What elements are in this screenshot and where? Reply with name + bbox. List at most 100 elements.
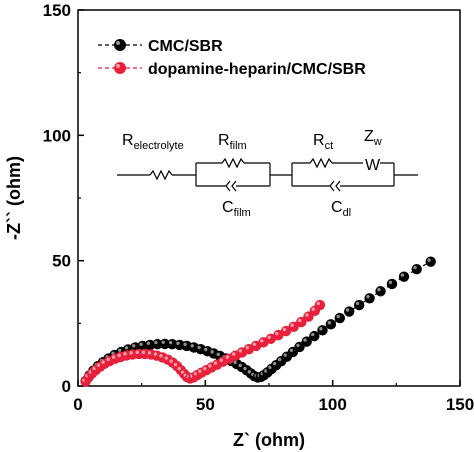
data-point-highlight — [336, 314, 340, 319]
data-point-highlight — [154, 340, 158, 345]
y-tick-label: 0 — [62, 377, 71, 396]
label-r-ct: Rct — [313, 132, 333, 152]
data-point-highlight — [197, 345, 201, 350]
data-point-highlight — [238, 349, 243, 353]
legend-marker-highlight-cmc-sbr — [116, 41, 120, 45]
data-point-highlight — [427, 258, 431, 262]
legend: CMC/SBR dopamine-heparin/CMC/SBR — [98, 38, 366, 78]
data-point-highlight — [183, 342, 187, 346]
data-point-highlight — [232, 352, 236, 356]
data-point-highlight — [159, 354, 163, 358]
y-tick-label: 100 — [43, 126, 71, 145]
data-point-highlight — [247, 370, 252, 374]
data-point-highlight — [233, 360, 237, 365]
cpe-film — [225, 180, 231, 192]
data-point-highlight — [260, 339, 264, 343]
data-point-highlight — [124, 346, 129, 350]
data-point-highlight — [319, 327, 323, 331]
data-point-highlight — [388, 280, 393, 285]
x-axis-title: Z` (ohm) — [233, 430, 305, 450]
data-point-highlight — [277, 357, 282, 362]
data-point-highlight — [225, 355, 230, 359]
data-point-highlight — [219, 358, 224, 362]
data-point-highlight — [377, 287, 381, 292]
data-point-highlight — [139, 342, 143, 346]
axis-ticks: 0 50 100 150 0 50 100 150 — [43, 1, 474, 414]
data-point-highlight — [311, 307, 315, 311]
data-point-highlight — [216, 352, 220, 357]
data-point-cmc-sbr — [364, 293, 375, 304]
data-point-cmc-sbr — [375, 286, 386, 297]
data-point-highlight — [176, 341, 180, 345]
y-tick-label: 150 — [43, 1, 71, 20]
legend-label-dopamine-heparin: dopamine-heparin/CMC/SBR — [148, 61, 366, 78]
data-point-highlight — [132, 344, 136, 348]
warburg-element-background — [363, 155, 380, 171]
resistor-film — [221, 157, 245, 169]
data-point-highlight — [290, 323, 294, 327]
data-point-highlight — [153, 352, 158, 356]
data-point-highlight — [268, 365, 272, 370]
equivalent-circuit — [117, 157, 418, 192]
data-point-highlight — [101, 360, 105, 364]
data-point-highlight — [123, 352, 127, 356]
data-point-highlight — [413, 265, 417, 270]
data-point-highlight — [168, 340, 173, 345]
data-point-highlight — [135, 350, 139, 355]
x-tick-label: 150 — [446, 395, 474, 414]
data-point-highlight — [267, 335, 271, 339]
data-point-cmc-sbr — [334, 312, 345, 324]
data-point-cmc-sbr — [398, 271, 410, 282]
data-point-highlight — [203, 366, 207, 371]
data-point-cmc-sbr — [353, 299, 365, 311]
data-point-highlight — [141, 350, 146, 355]
data-point-highlight — [190, 344, 194, 348]
data-point-cmc-sbr — [325, 319, 337, 330]
data-point-cmc-sbr — [344, 306, 355, 317]
data-point-highlight — [355, 301, 360, 306]
data-point-cmc-sbr — [386, 278, 398, 290]
warburg-symbol: W — [365, 157, 381, 174]
data-point-highlight — [238, 363, 242, 368]
data-point-highlight — [106, 357, 110, 362]
data-point-highlight — [311, 332, 315, 337]
data-point-highlight — [173, 362, 178, 367]
data-point-highlight — [129, 351, 133, 355]
data-point-highlight — [243, 366, 247, 371]
legend-label-cmc-sbr: CMC/SBR — [148, 38, 223, 55]
circuit-labels: Relectrolyte Rfilm Cfilm Rct Zw W Cdl — [122, 128, 382, 219]
data-point-highlight — [164, 356, 168, 360]
resistor-ct — [309, 157, 333, 169]
data-point-highlight — [117, 353, 121, 358]
data-point-highlight — [283, 353, 287, 357]
data-point-highlight — [298, 318, 302, 323]
data-point-highlight — [289, 348, 294, 353]
series-layer — [80, 256, 436, 387]
data-point-highlight — [275, 331, 279, 336]
data-point-highlight — [282, 327, 287, 332]
data-point-highlight — [210, 350, 214, 354]
data-point-highlight — [198, 369, 202, 373]
data-point-highlight — [327, 321, 331, 325]
data-point-highlight — [345, 308, 350, 312]
data-point-highlight — [147, 351, 152, 355]
data-point-highlight — [305, 313, 309, 317]
data-point-highlight — [303, 338, 307, 342]
data-point-highlight — [208, 364, 212, 368]
data-point-highlight — [400, 273, 405, 277]
cpe-dl — [329, 180, 335, 192]
label-c-dl: Cdl — [331, 199, 351, 219]
label-r-electrolyte: Relectrolyte — [122, 132, 184, 152]
label-r-film: Rfilm — [218, 132, 247, 152]
label-c-film: Cfilm — [222, 199, 251, 219]
data-point-highlight — [272, 361, 277, 366]
legend-marker-dopamine-heparin — [114, 62, 126, 74]
data-point-highlight — [177, 366, 181, 371]
data-point-highlight — [252, 342, 257, 346]
y-tick-label: 50 — [52, 252, 71, 271]
data-point-highlight — [117, 348, 122, 353]
data-point-cmc-sbr — [411, 263, 422, 275]
data-point-highlight — [213, 361, 218, 365]
resistor-electrolyte — [149, 169, 173, 181]
